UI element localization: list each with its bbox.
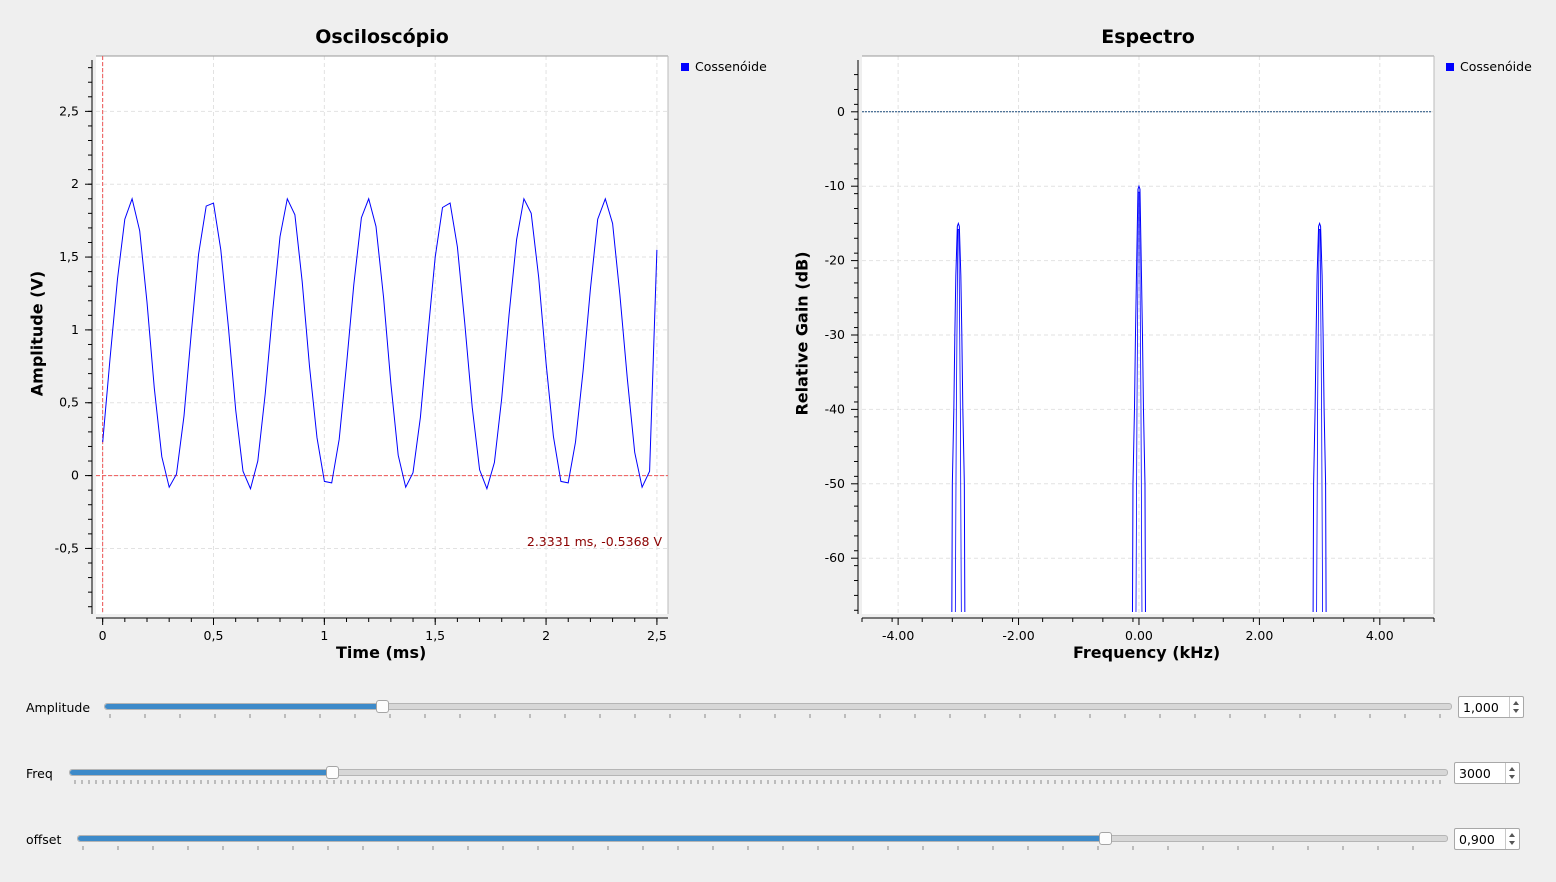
freq-slider[interactable] (69, 766, 1448, 779)
slider-fill (70, 770, 332, 775)
chevron-down-icon[interactable] (1509, 841, 1515, 845)
x-tick-label: 0,5 (204, 628, 224, 643)
freq-label: Freq (26, 766, 53, 781)
legend-swatch (681, 62, 689, 71)
y-tick-label: 0 (71, 468, 79, 483)
y-tick-label: 2,5 (59, 103, 79, 118)
offset-slider-ticks (82, 846, 1414, 850)
y-tick-label: 0,5 (59, 395, 79, 410)
scope-canvas (96, 56, 668, 614)
y-tick-label: -30 (825, 327, 845, 342)
x-tick-label: 0.00 (1125, 628, 1153, 643)
y-tick-label: -50 (825, 476, 845, 491)
chevron-up-icon[interactable] (1509, 833, 1515, 837)
y-tick-label: 2 (71, 176, 79, 191)
spectrum-peak-inner (1316, 229, 1323, 613)
y-tick-label: -0,5 (55, 540, 79, 555)
x-tick-label: 2,5 (647, 628, 667, 643)
offset-spinbox[interactable]: 0,900 (1454, 828, 1520, 850)
x-tick-label: 1 (320, 628, 328, 643)
x-tick-label: -4.00 (882, 628, 914, 643)
spectrum-peak-inner (954, 229, 962, 613)
x-tick-label: 2.00 (1245, 628, 1273, 643)
scope-legend[interactable]: Cossenóide (681, 59, 767, 74)
series-cossenoide (102, 197, 658, 491)
freq-spinbox[interactable]: 3000 (1454, 762, 1520, 784)
amplitude-spinbox[interactable]: 1,000 (1458, 696, 1524, 718)
y-tick-label: -10 (825, 178, 845, 193)
spectrum-legend[interactable]: Cossenóide (1446, 59, 1532, 74)
amplitude-label: Amplitude (26, 700, 91, 715)
y-tick-label: 0 (837, 104, 845, 119)
chevron-down-icon[interactable] (1513, 709, 1519, 713)
scope-plot[interactable]: 0 0,5 1 1,5 2 2,5 -0,5 0 0,5 1 1,5 2 2,5 2.3331 ms, … (0, 0, 780, 680)
x-tick-label: 4.00 (1366, 628, 1394, 643)
offset-value[interactable]: 0,900 (1459, 832, 1495, 847)
freq-value[interactable]: 3000 (1459, 766, 1491, 781)
scope-title: Osciloscópio (315, 26, 449, 48)
x-tick-label: 0 (99, 628, 107, 643)
y-tick-label: -40 (825, 401, 845, 416)
spin-arrows (1505, 829, 1519, 849)
slider-fill (105, 704, 383, 709)
spectrum-xlabel: Frequency (kHz) (1073, 643, 1221, 662)
amplitude-slider[interactable] (104, 700, 1452, 713)
chevron-down-icon[interactable] (1509, 775, 1515, 779)
spin-arrows (1509, 697, 1523, 717)
y-tick-label: 1 (71, 322, 79, 337)
cursor-readout: 2.3331 ms, -0.5368 V (527, 534, 663, 549)
amplitude-value[interactable]: 1,000 (1463, 700, 1499, 715)
spectrum-plot[interactable]: -4.00 -2.00 0.00 2.00 4.00 0 -10 -20 -30 -40 -50 -6… (780, 0, 1556, 680)
offset-label: offset (26, 832, 62, 847)
spectrum-title: Espectro (1101, 26, 1195, 48)
legend-label: Cossenóide (695, 59, 767, 74)
spin-arrows (1505, 763, 1519, 783)
freq-slider-handle[interactable] (325, 766, 339, 779)
x-tick-label: 1,5 (425, 628, 445, 643)
amplitude-slider-handle[interactable] (376, 700, 390, 713)
chevron-up-icon[interactable] (1509, 767, 1515, 771)
legend-label: Cossenóide (1460, 59, 1532, 74)
amplitude-slider-ticks (109, 714, 1441, 718)
x-tick-label: 2 (542, 628, 550, 643)
legend-swatch (1446, 62, 1454, 71)
spectrum-peak (1312, 221, 1327, 613)
spectrum-peak (1131, 184, 1146, 613)
freq-slider-ticks (74, 780, 1441, 784)
y-tick-label: -20 (825, 253, 845, 268)
spectrum-peak (951, 221, 966, 613)
offset-slider-handle[interactable] (1098, 832, 1112, 845)
y-tick-label: 1,5 (59, 249, 79, 264)
slider-fill (78, 836, 1105, 841)
offset-slider[interactable] (77, 832, 1448, 845)
y-tick-label: -60 (825, 550, 845, 565)
spectrum-peak-inner (1135, 191, 1143, 613)
chevron-up-icon[interactable] (1513, 701, 1519, 705)
x-tick-label: -2.00 (1002, 628, 1034, 643)
scope-xlabel: Time (ms) (336, 643, 427, 662)
